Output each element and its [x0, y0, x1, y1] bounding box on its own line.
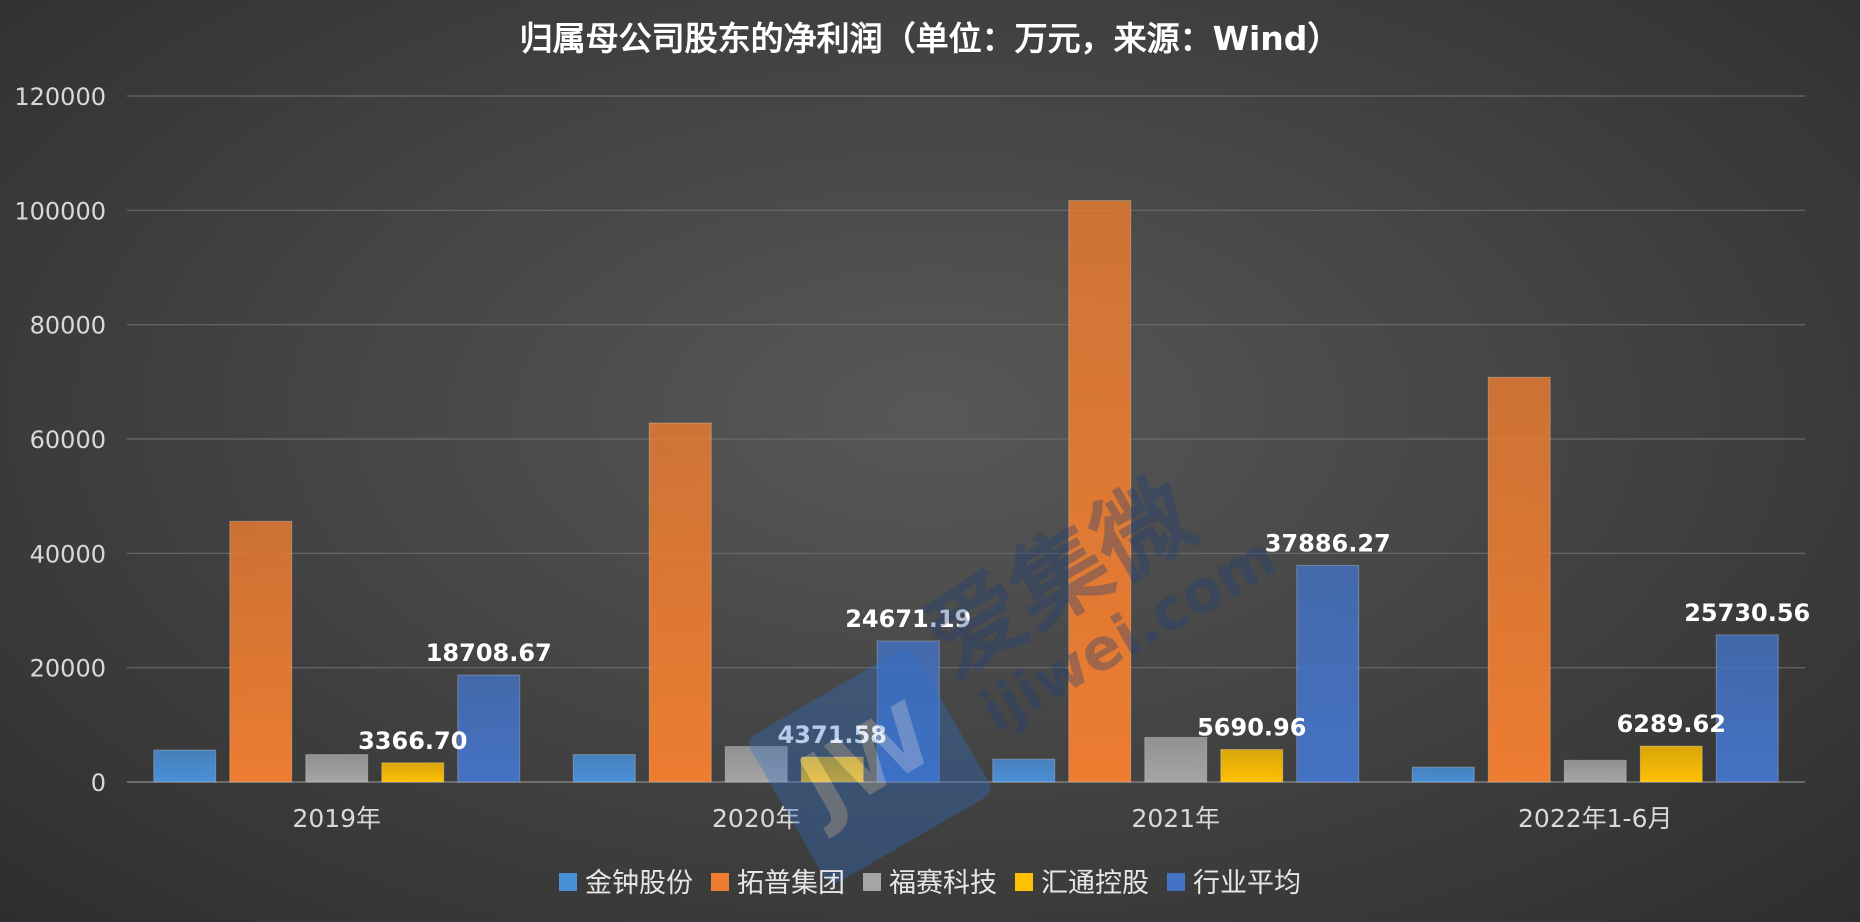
y-tick-label: 60000 [30, 426, 106, 454]
legend-label: 汇通控股 [1041, 868, 1149, 899]
bar-1-0 [229, 520, 293, 783]
bar-3-0 [381, 762, 445, 783]
bar-2-1 [724, 746, 788, 783]
bar-3-3 [1639, 745, 1703, 783]
bar-3-1 [800, 756, 864, 783]
bar-0-0 [153, 749, 217, 783]
bar-4-0 [457, 674, 521, 783]
legend-label: 福赛科技 [889, 868, 997, 899]
legend-swatch [863, 873, 881, 891]
x-tick-label: 2020年 [712, 804, 801, 833]
legend-swatch [1167, 873, 1185, 891]
data-label: 4371.58 [778, 721, 887, 749]
bar-0-3 [1411, 766, 1475, 783]
chart-title: 归属母公司股东的净利润（单位：万元，来源：Wind） [520, 19, 1341, 58]
legend-label: 金钟股份 [585, 868, 693, 899]
y-tick-label: 80000 [30, 312, 106, 340]
legend-swatch [1015, 873, 1033, 891]
watermark-badge [749, 649, 991, 883]
y-tick-label: 120000 [14, 83, 106, 111]
legend-label: 行业平均 [1193, 868, 1301, 899]
legend: 金钟股份 拓普集团 福赛科技 汇通控股 行业平均 [559, 868, 1301, 899]
bar-4-2 [1296, 564, 1360, 783]
y-tick-label: 20000 [30, 655, 106, 683]
data-label: 25730.56 [1684, 599, 1810, 627]
legend-label: 拓普集团 [737, 868, 845, 899]
gridlines [127, 95, 1805, 783]
data-label: 18708.67 [426, 639, 552, 667]
data-label: 24671.19 [845, 605, 971, 633]
bar-0-2 [992, 758, 1056, 783]
bar-3-2 [1220, 748, 1284, 783]
x-tick-label: 2019年 [292, 804, 381, 833]
y-tick-label: 100000 [14, 197, 106, 225]
y-tick-label: 40000 [30, 540, 106, 568]
x-axis: 2019年 2020年 2021年 2022年1-6月 [292, 804, 1672, 833]
bar-1-2 [1068, 200, 1132, 783]
legend-swatch [711, 873, 729, 891]
bar-2-2 [1144, 736, 1208, 783]
x-tick-label: 2022年1-6月 [1518, 804, 1672, 833]
data-label: 37886.27 [1265, 529, 1391, 557]
bar-4-3 [1715, 634, 1779, 783]
data-label: 3366.70 [358, 727, 467, 755]
bars [153, 200, 1779, 783]
bar-1-1 [648, 422, 712, 783]
x-tick-label: 2021年 [1131, 804, 1220, 833]
bar-4-1 [876, 640, 940, 783]
legend-swatch [559, 873, 577, 891]
data-label: 5690.96 [1197, 713, 1306, 741]
bar-0-1 [572, 754, 636, 783]
y-axis: 0 20000 40000 60000 80000 100000 120000 [14, 83, 106, 797]
y-tick-label: 0 [91, 769, 106, 797]
bar-2-3 [1563, 759, 1627, 783]
bar-2-0 [305, 754, 369, 783]
data-label: 6289.62 [1617, 710, 1726, 738]
data-labels: 3366.70 18708.67 4371.58 24671.19 5690.96 378… [358, 529, 1810, 754]
bar-1-3 [1487, 376, 1551, 783]
